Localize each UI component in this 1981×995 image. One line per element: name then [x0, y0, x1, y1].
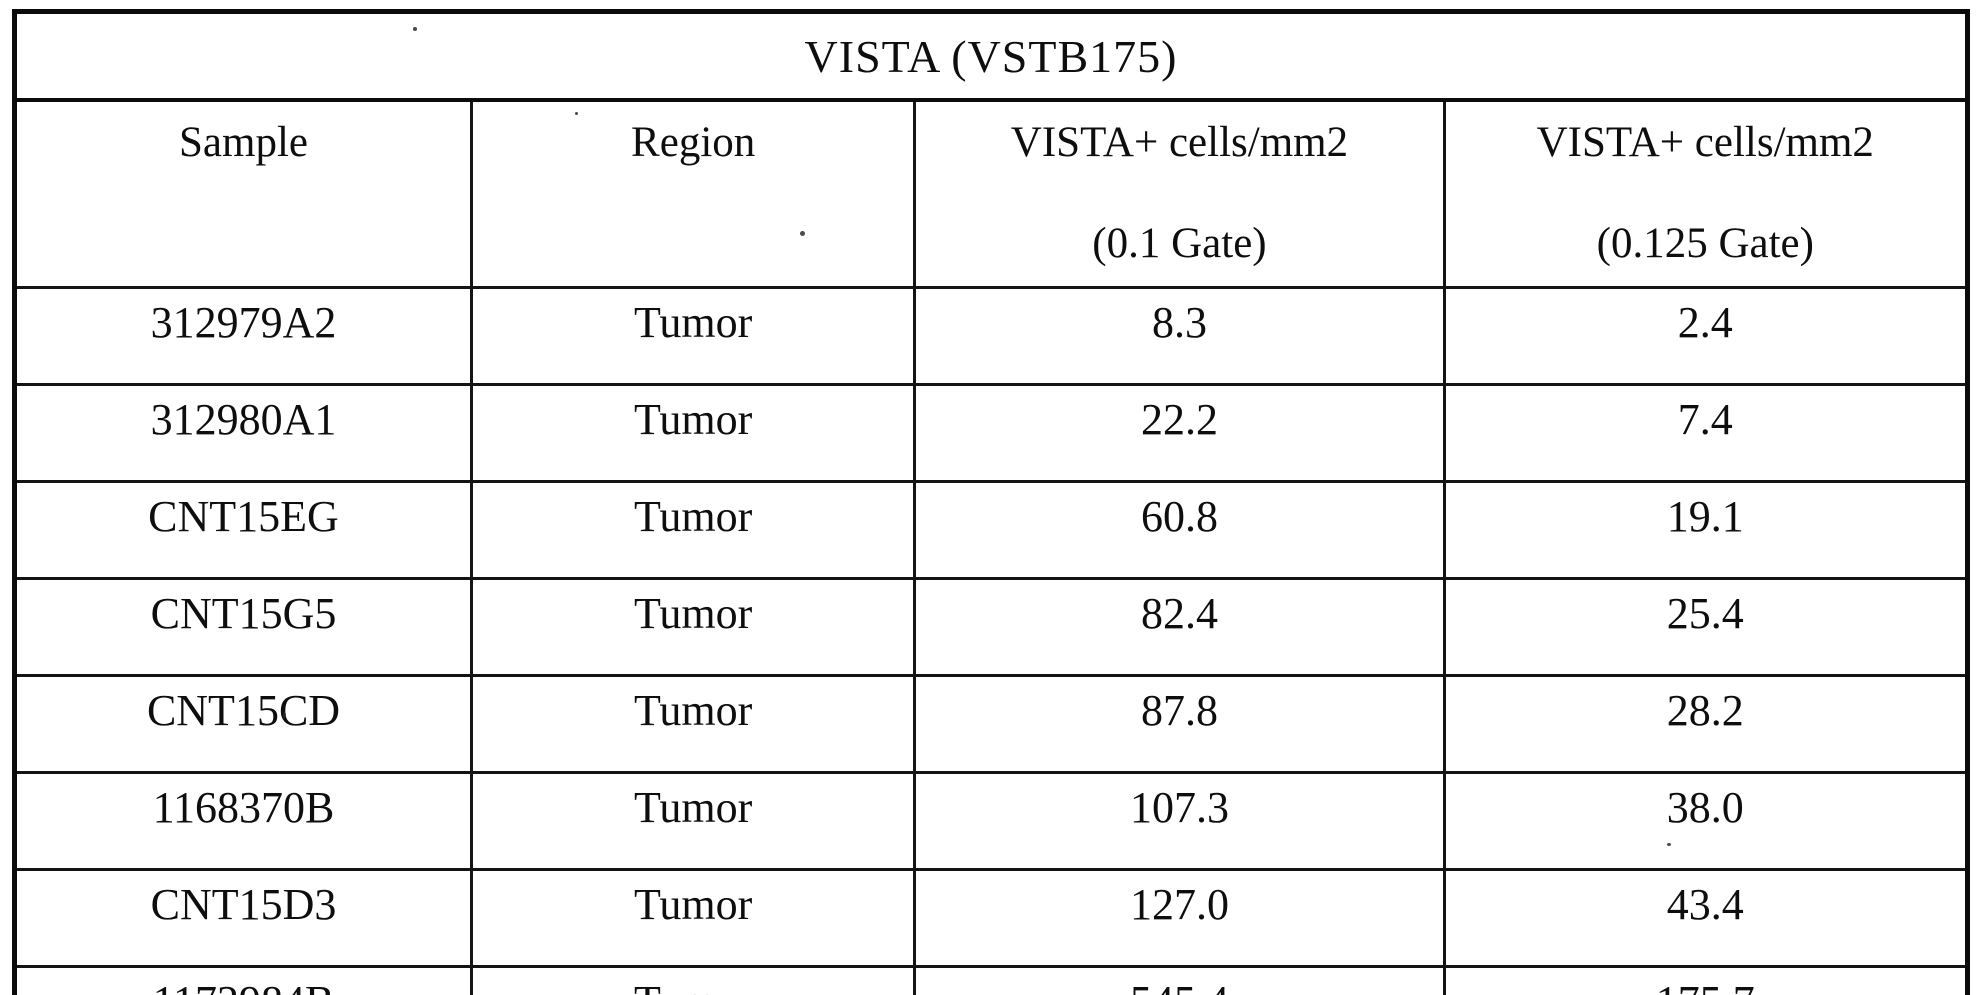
table-row: CNT15CD Tumor 87.8 28.2 [13, 674, 1970, 774]
column-header-label: Sample [179, 119, 308, 166]
table-row: 312979A2 Tumor 8.3 2.4 [13, 286, 1970, 386]
cell-sample: 1168370B [13, 771, 473, 871]
vista-data-table: VISTA (VSTB175) Sample Region VISTA+ cel… [12, 9, 1970, 995]
cell-sample: 312979A2 [13, 286, 473, 386]
cell-region: Tumor [469, 674, 917, 774]
cell-sample: CNT15CD [13, 674, 473, 774]
cell-sample: CNT15EG [13, 480, 473, 580]
cell-gate-0125: 2.4 [1442, 286, 1970, 386]
cell-sample: CNT15G5 [13, 577, 473, 677]
table-row: 312980A1 Tumor 22.2 7.4 [13, 383, 1970, 483]
scan-speck [1667, 843, 1671, 846]
cell-region: Tumor [469, 868, 917, 968]
cell-gate-01: 87.8 [913, 674, 1446, 774]
cell-gate-0125: 19.1 [1442, 480, 1970, 580]
table-row: 1172984B Tumor 545.4 175.7 [13, 965, 1970, 995]
column-header-label: VISTA+ cells/mm2 [1536, 119, 1874, 166]
cell-region: Tumor [469, 771, 917, 871]
cell-region: Tumor [469, 383, 917, 483]
table-row: 1168370B Tumor 107.3 38.0 [13, 771, 1970, 871]
column-header-sublabel: (0.1 Gate) [1092, 220, 1267, 267]
column-header-gate-0125: VISTA+ cells/mm2 (0.125 Gate) [1442, 98, 1970, 289]
cell-region: Tumor [469, 577, 917, 677]
cell-sample: CNT15D3 [13, 868, 473, 968]
cell-gate-01: 127.0 [913, 868, 1446, 968]
cell-region: Tumor [469, 286, 917, 386]
cell-gate-01: 545.4 [913, 965, 1446, 995]
column-header-region: Region [469, 98, 917, 289]
cell-region: Tumor [469, 965, 917, 995]
scan-speck [800, 231, 805, 236]
scan-speck [575, 112, 578, 115]
table-row: CNT15D3 Tumor 127.0 43.4 [13, 868, 1970, 968]
cell-sample: 312980A1 [13, 383, 473, 483]
cell-region: Tumor [469, 480, 917, 580]
cell-gate-0125: 175.7 [1442, 965, 1970, 995]
cell-gate-0125: 43.4 [1442, 868, 1970, 968]
table-title-row: VISTA (VSTB175) [13, 10, 1969, 102]
table-header-row: Sample Region VISTA+ cells/mm2 (0.1 Gate… [13, 98, 1970, 289]
table-row: CNT15G5 Tumor 82.4 25.4 [13, 577, 1970, 677]
column-header-gate-01: VISTA+ cells/mm2 (0.1 Gate) [913, 98, 1446, 289]
column-header-label: VISTA+ cells/mm2 [1010, 119, 1349, 166]
cell-gate-01: 60.8 [913, 480, 1446, 580]
table-title: VISTA (VSTB175) [13, 10, 1969, 102]
cell-gate-01: 82.4 [913, 577, 1446, 677]
scan-speck [283, 712, 286, 718]
cell-gate-0125: 25.4 [1442, 577, 1970, 677]
cell-gate-01: 22.2 [913, 383, 1446, 483]
cell-gate-0125: 28.2 [1442, 674, 1970, 774]
cell-gate-01: 8.3 [913, 286, 1446, 386]
cell-gate-0125: 7.4 [1442, 383, 1970, 483]
cell-gate-0125: 38.0 [1442, 771, 1970, 871]
table-row: CNT15EG Tumor 60.8 19.1 [13, 480, 1970, 580]
scan-speck [413, 27, 417, 31]
column-header-label: Region [631, 119, 756, 166]
column-header-sample: Sample [13, 98, 473, 289]
cell-sample: 1172984B [13, 965, 473, 995]
cell-gate-01: 107.3 [913, 771, 1446, 871]
column-header-sublabel: (0.125 Gate) [1596, 220, 1814, 267]
